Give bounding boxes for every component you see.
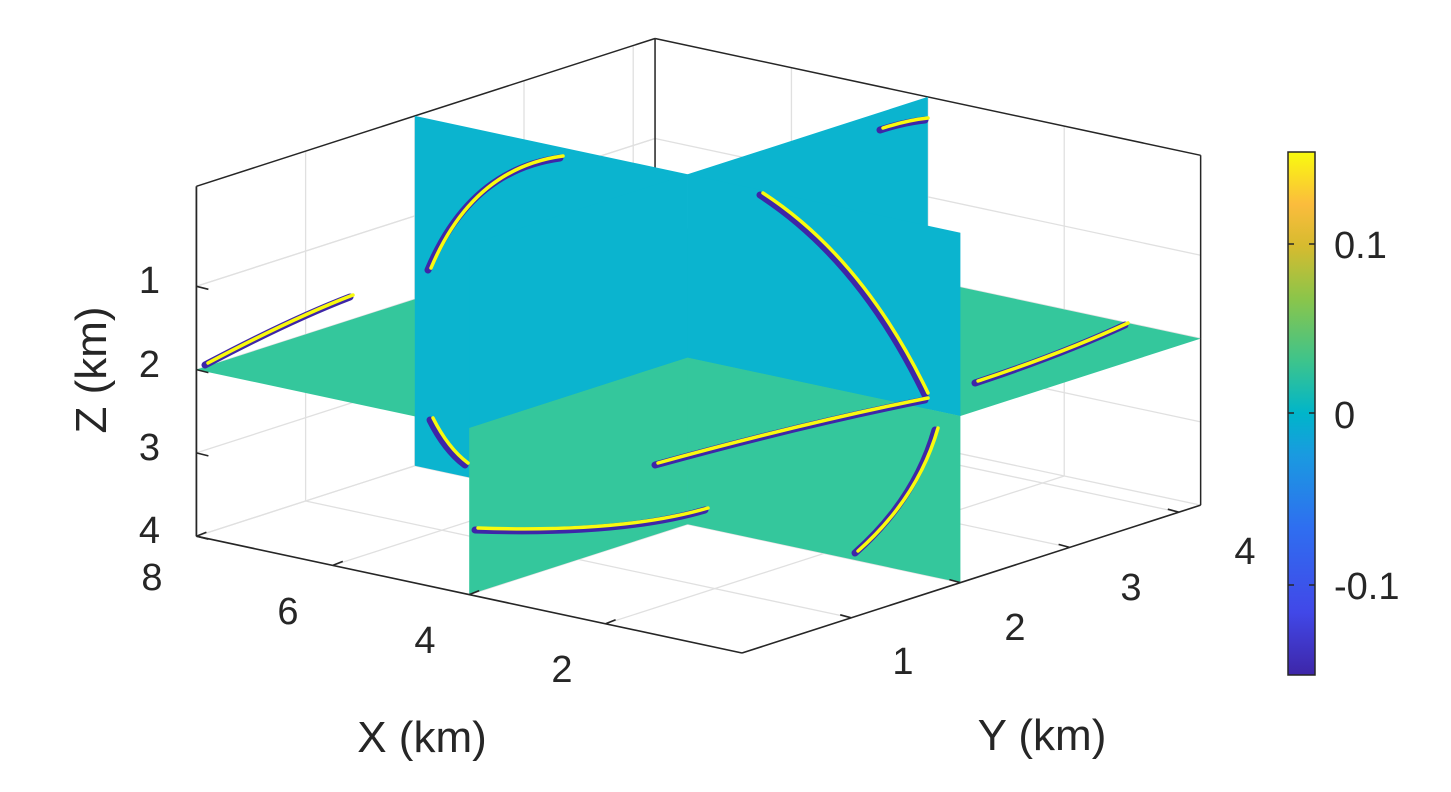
z-axis-label: Z (km): [67, 306, 116, 433]
z-tick-2: 2: [139, 344, 160, 386]
wave-upper-left-bright: [429, 154, 565, 270]
x-tick-8: 8: [141, 557, 162, 599]
colorbar-tick-neg0.1: -0.1: [1334, 566, 1399, 608]
wave-lower-right-bright: [856, 426, 940, 553]
z-tick-mark: [196, 285, 209, 291]
x-slice-front-lower: [469, 357, 688, 595]
grid-line: [305, 500, 852, 619]
x-tick-mark: [468, 589, 480, 596]
wave-center-bright: [656, 396, 930, 465]
x-tick-mark: [332, 560, 344, 567]
wave-lower-small-bright: [431, 416, 470, 465]
y-tick-2: 2: [1004, 607, 1025, 649]
y-tick-1: 1: [892, 641, 913, 683]
box-edge: [654, 37, 1201, 157]
y-tick-mark: [839, 614, 852, 619]
y-axis-label: Y (km): [978, 711, 1107, 760]
y-tick-mark: [1058, 543, 1070, 549]
x-tick-mark: [605, 619, 616, 625]
z-tick-mark: [196, 368, 209, 374]
x-slice-front-upper: [469, 174, 688, 428]
wave-top-right-bright: [881, 116, 930, 130]
z-tick-mark: [196, 452, 209, 457]
x-tick-labels: 8 6 4 2: [141, 557, 572, 691]
wave-upper-right-bright: [761, 191, 930, 395]
y-slice-front-upper: [687, 174, 961, 416]
y-tick-mark: [1167, 508, 1180, 513]
axis-line: [741, 504, 1201, 654]
z-tick-4: 4: [139, 510, 160, 552]
colorbar-tick-0.1: 0.1: [1334, 225, 1387, 267]
y-tick-labels: 1 2 3 4: [892, 531, 1255, 683]
wave-zslice-left-bright: [206, 293, 355, 365]
z-tick-1: 1: [139, 260, 160, 302]
wave-zslice-right-bright: [976, 321, 1130, 383]
y-tick-mark: [949, 578, 961, 584]
z-tick-labels: 1 2 3 4: [139, 260, 160, 552]
colorbar: 0.1 0 -0.1: [1287, 151, 1399, 676]
z-tick-3: 3: [139, 427, 160, 469]
wave-upper-right-dark: [756, 191, 929, 399]
x-tick-2: 2: [551, 649, 572, 691]
wave-lower-small-dark: [426, 416, 469, 469]
x-axis-label: X (km): [357, 713, 487, 762]
box-edge: [196, 37, 656, 188]
y-tick-3: 3: [1120, 567, 1141, 609]
y-slice-front-lower: [687, 357, 961, 583]
colorbar-tick-0: 0: [1334, 395, 1355, 437]
wave-lower-left-bright: [476, 506, 710, 531]
y-tick-4: 4: [1234, 531, 1255, 573]
x-tick-4: 4: [414, 620, 435, 662]
slice-planes: [196, 96, 1201, 595]
x-tick-mark: [196, 531, 207, 537]
x-tick-6: 6: [277, 591, 298, 633]
axes: [195, 186, 1201, 654]
z-tick-mark: [196, 535, 209, 540]
